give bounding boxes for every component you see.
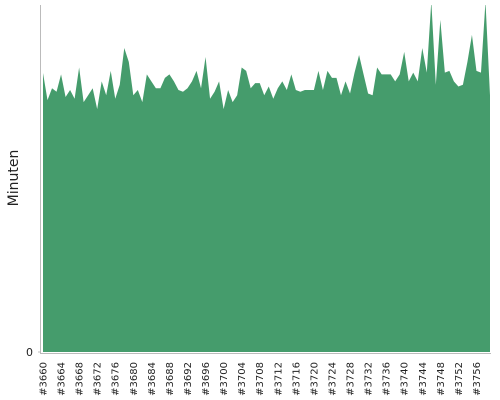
x-tick-label: #3704: [237, 362, 248, 396]
x-tick-label: #3672: [93, 362, 104, 396]
x-tick-label: #3684: [147, 362, 158, 396]
x-tick-label: #3740: [400, 362, 411, 396]
x-tick-label: #3752: [454, 362, 465, 396]
area: [43, 5, 490, 352]
x-tick-label: #3676: [111, 362, 122, 396]
x-tick-label: #3712: [273, 362, 284, 396]
x-tick-label: #3696: [201, 362, 212, 396]
x-tick-label: #3748: [436, 362, 447, 396]
x-tick-label: #3708: [255, 362, 266, 396]
x-tick-label: #3664: [57, 362, 68, 396]
x-tick-label: #3660: [39, 362, 50, 396]
x-tick-label: #3680: [129, 362, 140, 396]
y-axis-label: Minuten: [6, 150, 22, 207]
x-tick-label: #3692: [183, 362, 194, 396]
x-tick-label: #3688: [165, 362, 176, 396]
x-tick-label: #3720: [309, 362, 320, 396]
x-tick-label: #3728: [346, 362, 357, 396]
x-tick-label: #3736: [382, 362, 393, 396]
x-tick-label: #3744: [418, 362, 429, 396]
x-tick-label: #3732: [364, 362, 375, 396]
x-tick-label: #3700: [219, 362, 230, 396]
x-tick-label: #3716: [291, 362, 302, 396]
x-tick-label: #3668: [75, 362, 86, 396]
y-tick-label: 0: [26, 346, 33, 359]
x-tick-label: #3724: [327, 362, 338, 396]
x-tick-label: #3756: [472, 362, 483, 396]
